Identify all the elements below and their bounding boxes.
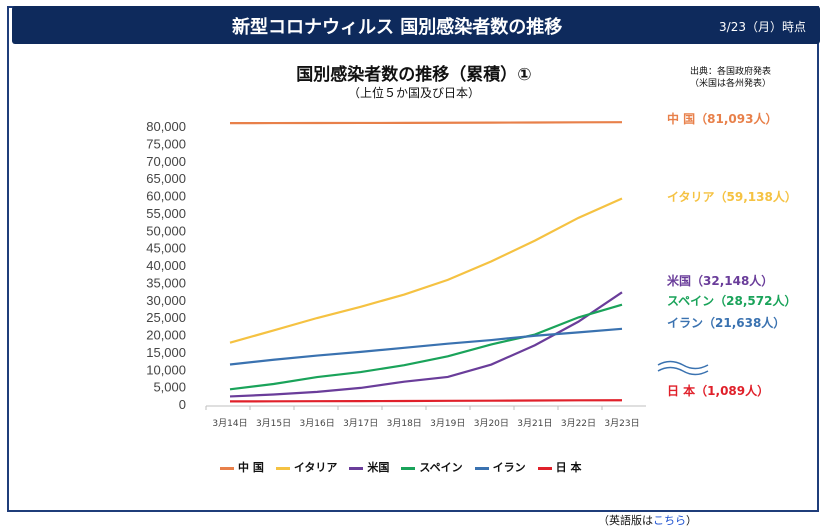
legend-label-china: 中 国 bbox=[238, 461, 264, 474]
legend-label-iran: イラン bbox=[492, 461, 526, 474]
legend-swatch-iran bbox=[474, 466, 489, 470]
legend-swatch-spain bbox=[401, 466, 416, 470]
page-header: 新型コロナウィルス 国別感染者数の推移 3/23（月）時点 bbox=[12, 6, 820, 44]
page-frame bbox=[7, 6, 819, 512]
x-tick-label: 3月15日 bbox=[256, 418, 291, 429]
x-tick-label: 3月18日 bbox=[387, 418, 422, 429]
legend-label-spain: スペイン bbox=[419, 461, 463, 474]
y-tick-label: 40,000 bbox=[146, 258, 186, 273]
as-of-date: 3/23（月）時点 bbox=[719, 20, 806, 34]
legend-item-spain: スペイン bbox=[401, 459, 463, 475]
y-tick-label: 15,000 bbox=[146, 345, 186, 360]
legend-label-us: 米国 bbox=[367, 461, 390, 474]
y-tick-label: 80,000 bbox=[146, 119, 186, 134]
chart-legend: 中 国 イタリア 米国 スペイン イラン 日 本 bbox=[220, 459, 593, 475]
y-tick-label: 30,000 bbox=[146, 293, 186, 308]
x-tick-label: 3月17日 bbox=[343, 418, 378, 429]
english-note-text: （英語版は bbox=[598, 514, 653, 527]
legend-swatch-italy bbox=[275, 466, 290, 470]
legend-item-china: 中 国 bbox=[220, 459, 264, 475]
end-label-iran: イラン（21,638人） bbox=[667, 316, 786, 330]
y-tick-label: 25,000 bbox=[146, 310, 186, 325]
end-label-spain: スペイン（28,572人） bbox=[667, 294, 797, 308]
legend-swatch-us bbox=[349, 466, 364, 470]
legend-label-italy: イタリア bbox=[293, 461, 338, 474]
end-label-italy: イタリア（59,138人） bbox=[667, 190, 797, 204]
english-version-link[interactable]: こちら bbox=[653, 514, 686, 527]
series-line-iran bbox=[229, 327, 623, 366]
source-line-1: 出典：各国政府発表 bbox=[690, 67, 772, 77]
end-label-china: 中 国（81,093人） bbox=[667, 112, 778, 126]
chart-subtitle: （上位５か国及び日本） bbox=[347, 86, 480, 100]
legend-item-italy: イタリア bbox=[275, 459, 338, 475]
end-label-japan: 日 本（1,089人） bbox=[667, 384, 770, 398]
series-line-china bbox=[229, 121, 623, 125]
english-note-close: ） bbox=[686, 514, 697, 527]
y-tick-label: 50,000 bbox=[146, 223, 186, 238]
legend-swatch-china bbox=[220, 466, 234, 470]
y-tick-label: 70,000 bbox=[146, 154, 186, 169]
series-line-italy bbox=[229, 197, 623, 344]
y-tick-label: 0 bbox=[179, 397, 186, 412]
x-tick-label: 3月23日 bbox=[604, 418, 639, 429]
y-tick-label: 65,000 bbox=[146, 171, 186, 186]
series-line-spain bbox=[229, 303, 623, 391]
legend-item-iran: イラン bbox=[474, 459, 526, 475]
x-tick-label: 3月16日 bbox=[300, 418, 335, 429]
chart-title: 国別感染者数の推移（累積）① bbox=[296, 65, 532, 85]
x-tick-label: 3月19日 bbox=[430, 418, 465, 429]
y-tick-label: 60,000 bbox=[146, 189, 186, 204]
y-tick-label: 10,000 bbox=[146, 362, 186, 377]
source-note: 出典：各国政府発表 （米国は各州発表） bbox=[690, 66, 771, 90]
series-lines bbox=[229, 121, 623, 403]
english-version-note: （英語版はこちら） bbox=[598, 512, 697, 528]
y-tick-label: 5,000 bbox=[153, 380, 186, 395]
y-axis: 0 5,000 10,000 15,000 20,000 25,000 30,000 35,0… bbox=[146, 119, 186, 412]
source-line-2: （米国は各州発表） bbox=[690, 79, 772, 89]
y-tick-label: 35,000 bbox=[146, 275, 186, 290]
x-tick-label: 3月21日 bbox=[517, 418, 552, 429]
x-tick-label: 3月22日 bbox=[561, 418, 596, 429]
x-tick-label: 3月14日 bbox=[212, 418, 247, 429]
legend-item-us: 米国 bbox=[349, 459, 389, 475]
legend-item-japan: 日 本 bbox=[537, 459, 582, 475]
y-tick-label: 20,000 bbox=[146, 328, 186, 343]
y-tick-label: 45,000 bbox=[146, 241, 186, 256]
legend-label-japan: 日 本 bbox=[555, 461, 582, 474]
legend-swatch-japan bbox=[537, 466, 552, 470]
series-line-japan bbox=[229, 399, 623, 403]
x-axis: 3月14日 3月15日 3月16日 3月17日 3月18日 3月19日 3月20日 3月21日… bbox=[205, 405, 646, 429]
end-label-us: 米国（32,148人） bbox=[667, 274, 774, 288]
y-tick-label: 75,000 bbox=[146, 136, 186, 151]
y-tick-label: 55,000 bbox=[146, 206, 186, 221]
page-title: 新型コロナウィルス 国別感染者数の推移 bbox=[232, 17, 563, 38]
axis-break-icon bbox=[657, 360, 709, 376]
x-tick-label: 3月20日 bbox=[474, 418, 509, 429]
